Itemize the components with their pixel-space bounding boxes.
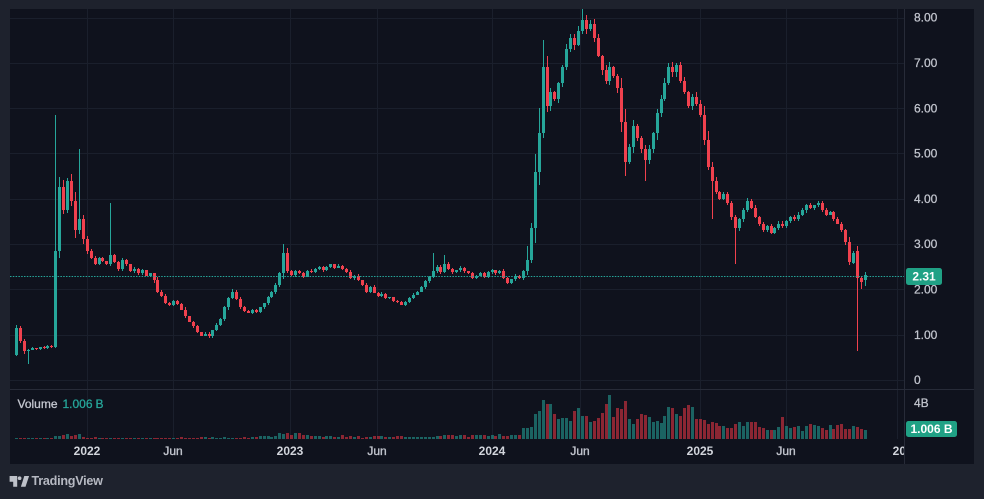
svg-text:2023: 2023 bbox=[277, 444, 304, 458]
svg-text:2022: 2022 bbox=[74, 444, 101, 458]
svg-text:7.00: 7.00 bbox=[914, 56, 938, 70]
svg-text:1.006 B: 1.006 B bbox=[910, 422, 952, 436]
svg-text:Jun: Jun bbox=[776, 444, 795, 458]
svg-text:1.00: 1.00 bbox=[914, 328, 938, 342]
svg-text:2026: 2026 bbox=[893, 444, 920, 458]
svg-text:B: B bbox=[96, 397, 104, 411]
svg-text:4B: 4B bbox=[914, 396, 929, 410]
svg-text:2024: 2024 bbox=[479, 444, 506, 458]
svg-text:Jun: Jun bbox=[163, 444, 182, 458]
svg-text:6.00: 6.00 bbox=[914, 101, 938, 115]
svg-text:2.31: 2.31 bbox=[912, 270, 936, 284]
svg-text:4.00: 4.00 bbox=[914, 192, 938, 206]
svg-text:TradingView: TradingView bbox=[32, 474, 104, 488]
svg-text:1.006: 1.006 bbox=[63, 397, 93, 411]
svg-text:Jun: Jun bbox=[570, 444, 589, 458]
svg-text:0: 0 bbox=[914, 373, 921, 387]
svg-text:2.00: 2.00 bbox=[914, 283, 938, 297]
svg-text:Jun: Jun bbox=[367, 444, 386, 458]
svg-text:2025: 2025 bbox=[687, 444, 714, 458]
svg-text:3.00: 3.00 bbox=[914, 237, 938, 251]
svg-text:Volume: Volume bbox=[18, 397, 58, 411]
svg-text:5.00: 5.00 bbox=[914, 147, 938, 161]
svg-text:8.00: 8.00 bbox=[914, 11, 938, 25]
